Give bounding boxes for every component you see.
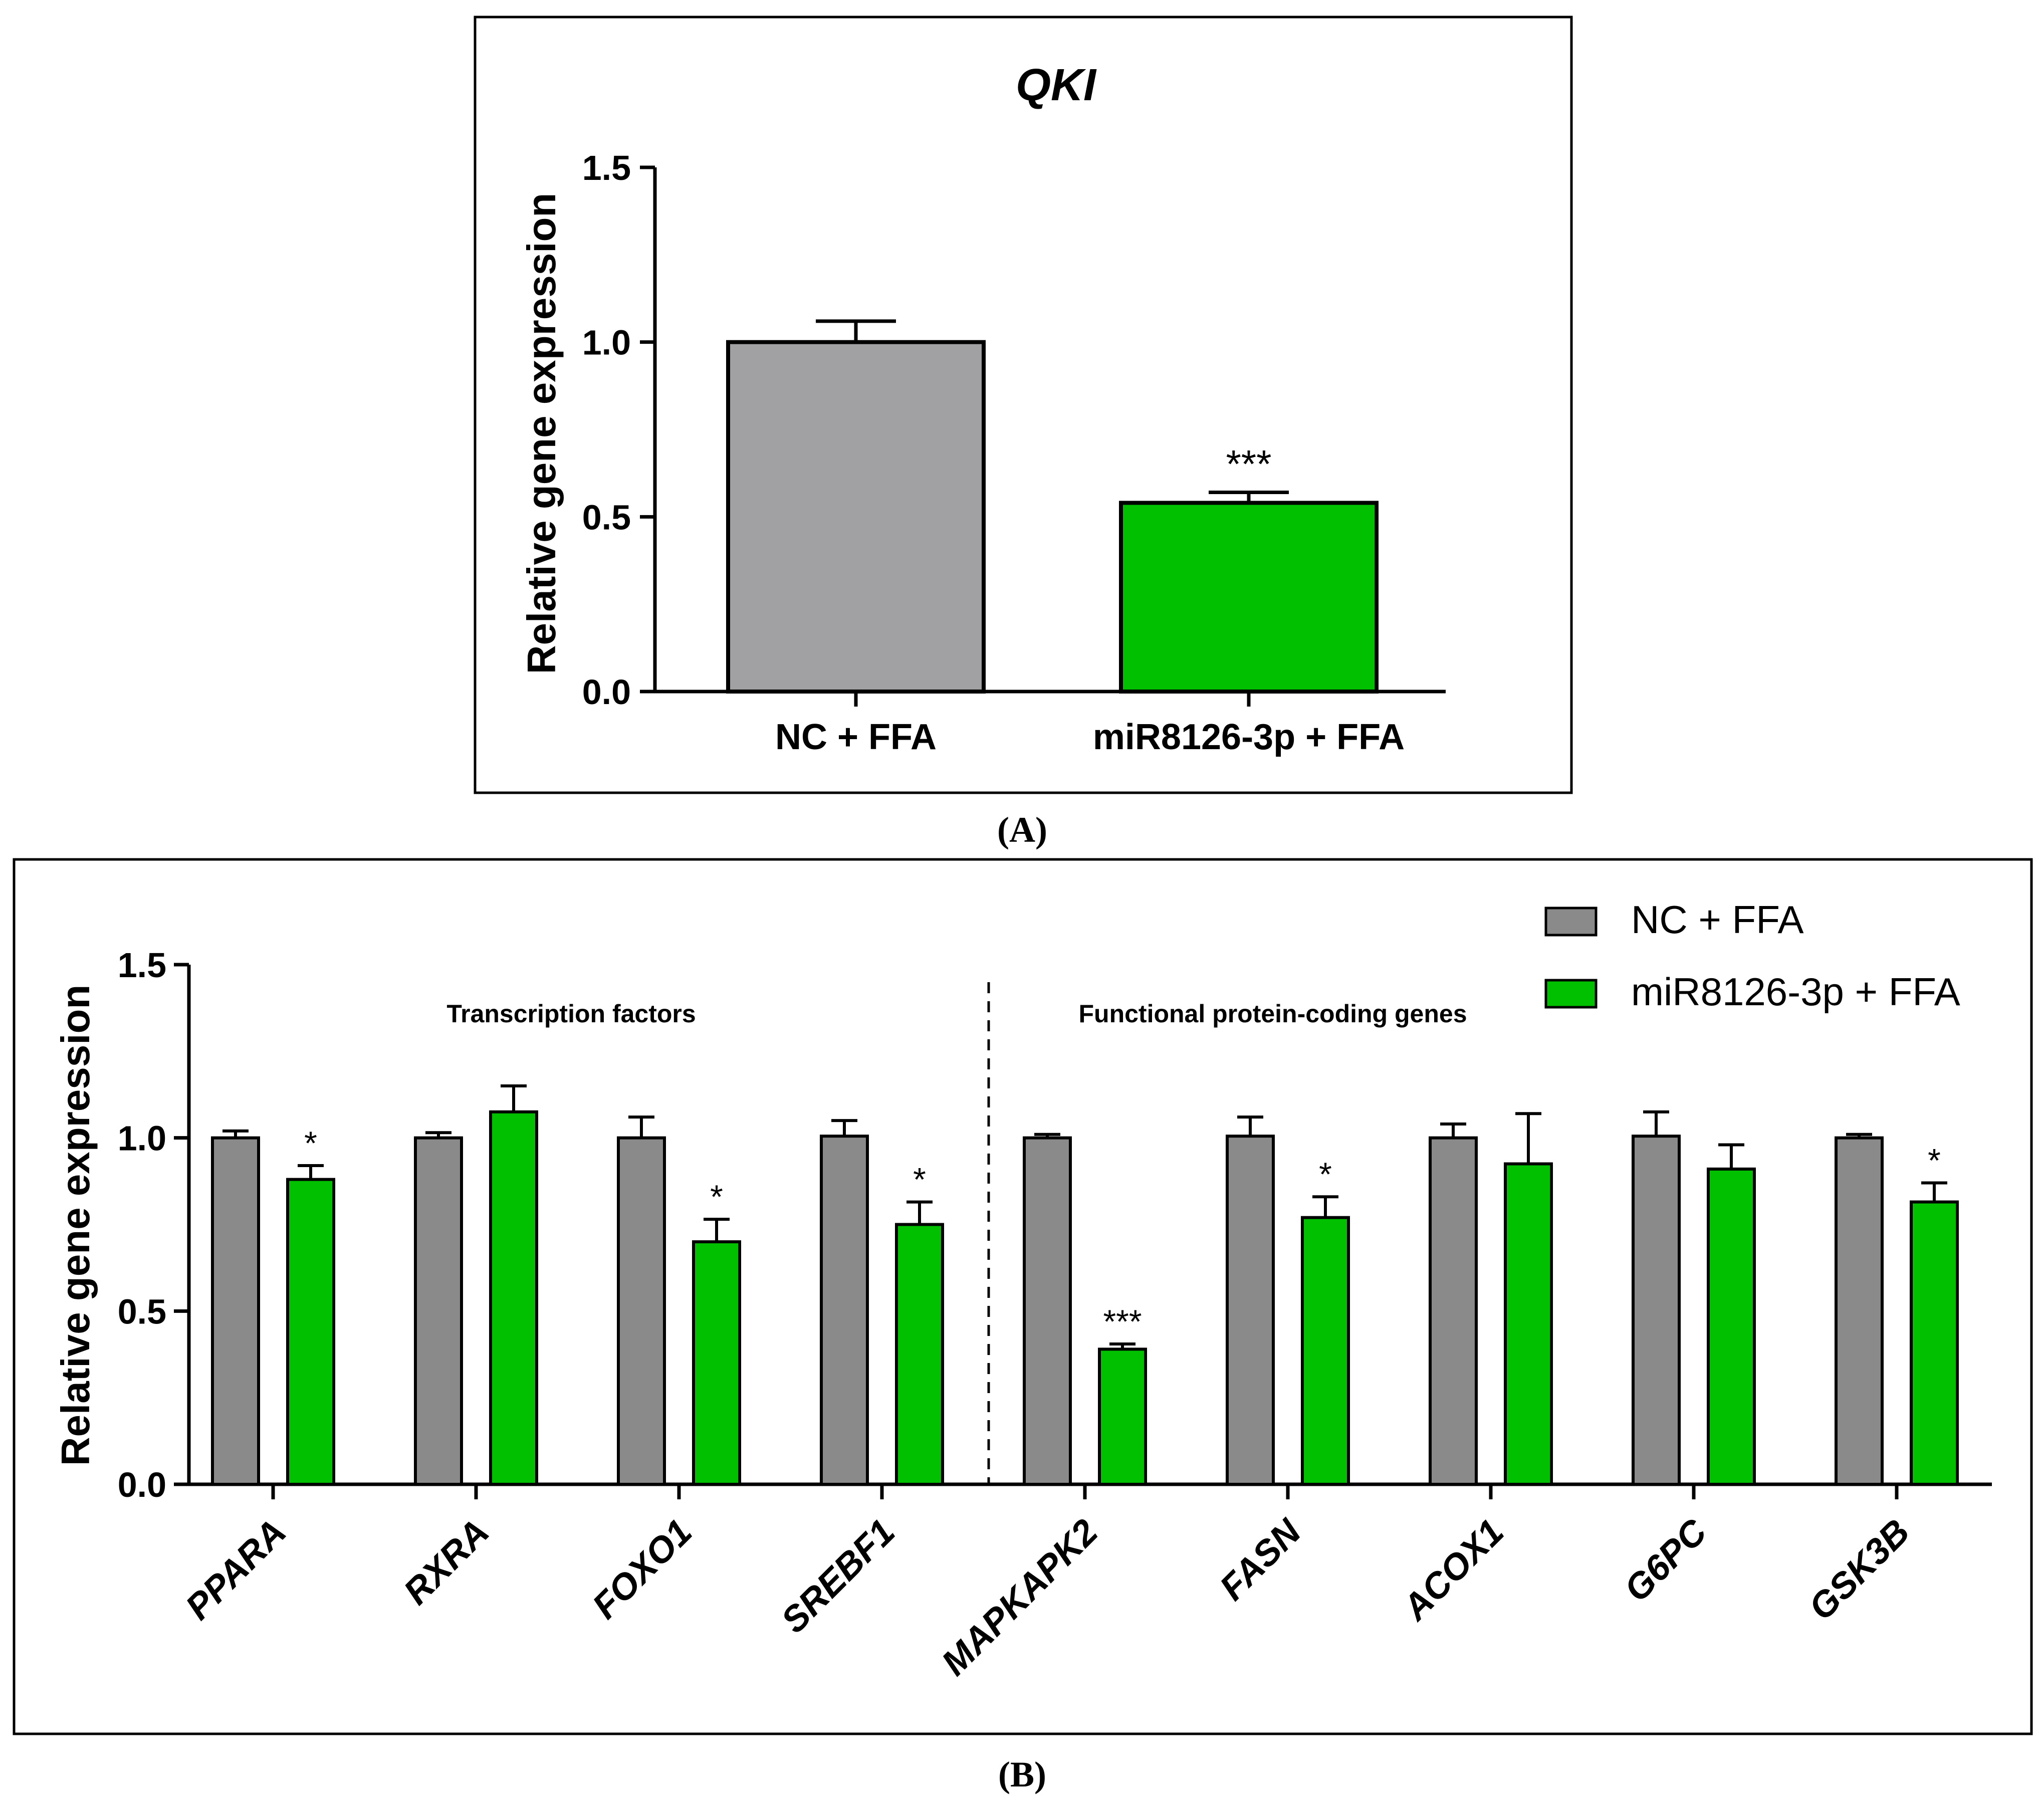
y-tick-label: 1.5: [118, 946, 166, 985]
y-tick-label: 0.0: [118, 1465, 166, 1504]
group-label-transcription-factors: Transcription factors: [446, 1000, 696, 1028]
panel-b-label: (B): [998, 1754, 1046, 1794]
bar: [286, 1178, 335, 1486]
bar: [489, 1110, 538, 1486]
legend-label-mir: miR8126-3p + FFA: [1631, 970, 1960, 1014]
bar: [1429, 1136, 1478, 1486]
panel-b-plot: 0.0 0.5 1.0 1.5 * PPARA RXRA * FOXO1 * SREBF1 *** MA…: [118, 946, 1992, 1683]
legend-swatch-nc: [1544, 907, 1598, 937]
panel-b: Relative gene expression Transcription f…: [13, 858, 2033, 1735]
panel-a-ylabel: Relative gene expression: [519, 193, 564, 674]
legend: NC + FFA miR8126-3p + FFA: [1544, 897, 1960, 1014]
panel-a-plot: 0.0 0.5 1.0 1.5 NC + FFA miR8126-3p + FFA ***: [582, 148, 1446, 757]
bar: [1226, 1135, 1275, 1486]
x-tick-label: PPARA: [178, 1512, 294, 1628]
significance-label: *: [710, 1178, 723, 1215]
y-tick-label: 0.0: [582, 672, 631, 712]
significance-label: *: [1928, 1142, 1941, 1179]
bar: [1910, 1200, 1959, 1486]
group-label-functional-genes: Functional protein-coding genes: [1079, 1000, 1467, 1028]
bar: [1098, 1347, 1147, 1486]
y-tick-label: 1.0: [582, 323, 631, 362]
x-tick-label: ACOX1: [1395, 1512, 1511, 1629]
panel-a-label: (A): [997, 810, 1047, 850]
bar: [1835, 1136, 1884, 1486]
legend-label-nc: NC + FFA: [1631, 897, 1804, 942]
bar: [895, 1223, 944, 1486]
x-tick-label: SREBF1: [774, 1512, 902, 1641]
x-tick-label: G6PC: [1617, 1511, 1715, 1610]
y-tick-label: 1.5: [582, 148, 631, 187]
significance-label: ***: [1103, 1303, 1142, 1340]
bar: [1632, 1135, 1681, 1486]
bar: [414, 1136, 463, 1486]
x-tick-label: RXRA: [396, 1512, 497, 1613]
bar: [726, 340, 986, 694]
y-tick-label: 0.5: [118, 1292, 166, 1331]
bar: [1504, 1162, 1553, 1486]
bar: [1707, 1167, 1756, 1486]
y-tick-label: 0.5: [582, 498, 631, 537]
bar: [820, 1135, 869, 1486]
bar: [617, 1136, 666, 1486]
significance-label: *: [913, 1161, 926, 1198]
panel-b-ylabel: Relative gene expression: [53, 985, 98, 1466]
bar: [1023, 1136, 1072, 1486]
x-tick-label: MAPKAPK2: [934, 1512, 1105, 1683]
significance-label: ***: [1226, 442, 1271, 486]
x-tick-label: GSK3B: [1801, 1512, 1917, 1628]
y-tick-label: 1.0: [118, 1119, 166, 1158]
legend-swatch-mir: [1544, 979, 1598, 1009]
bar: [211, 1136, 260, 1486]
panel-a-frame: [474, 16, 1573, 794]
bar: [1301, 1216, 1350, 1486]
panel-a: QKI Relative gene expression 0.0 0.5 1.0 1.…: [474, 16, 1573, 794]
significance-label: *: [304, 1124, 317, 1162]
panel-b-frame: [13, 858, 2033, 1735]
x-tick-label: NC + FFA: [775, 717, 937, 757]
bar: [692, 1240, 741, 1486]
bar: [1119, 501, 1379, 694]
x-tick-label: FOXO1: [585, 1512, 700, 1627]
x-tick-label: FASN: [1212, 1511, 1309, 1608]
significance-label: *: [1319, 1156, 1332, 1193]
panel-a-title: QKI: [1016, 60, 1097, 110]
x-tick-label: miR8126-3p + FFA: [1093, 717, 1405, 757]
